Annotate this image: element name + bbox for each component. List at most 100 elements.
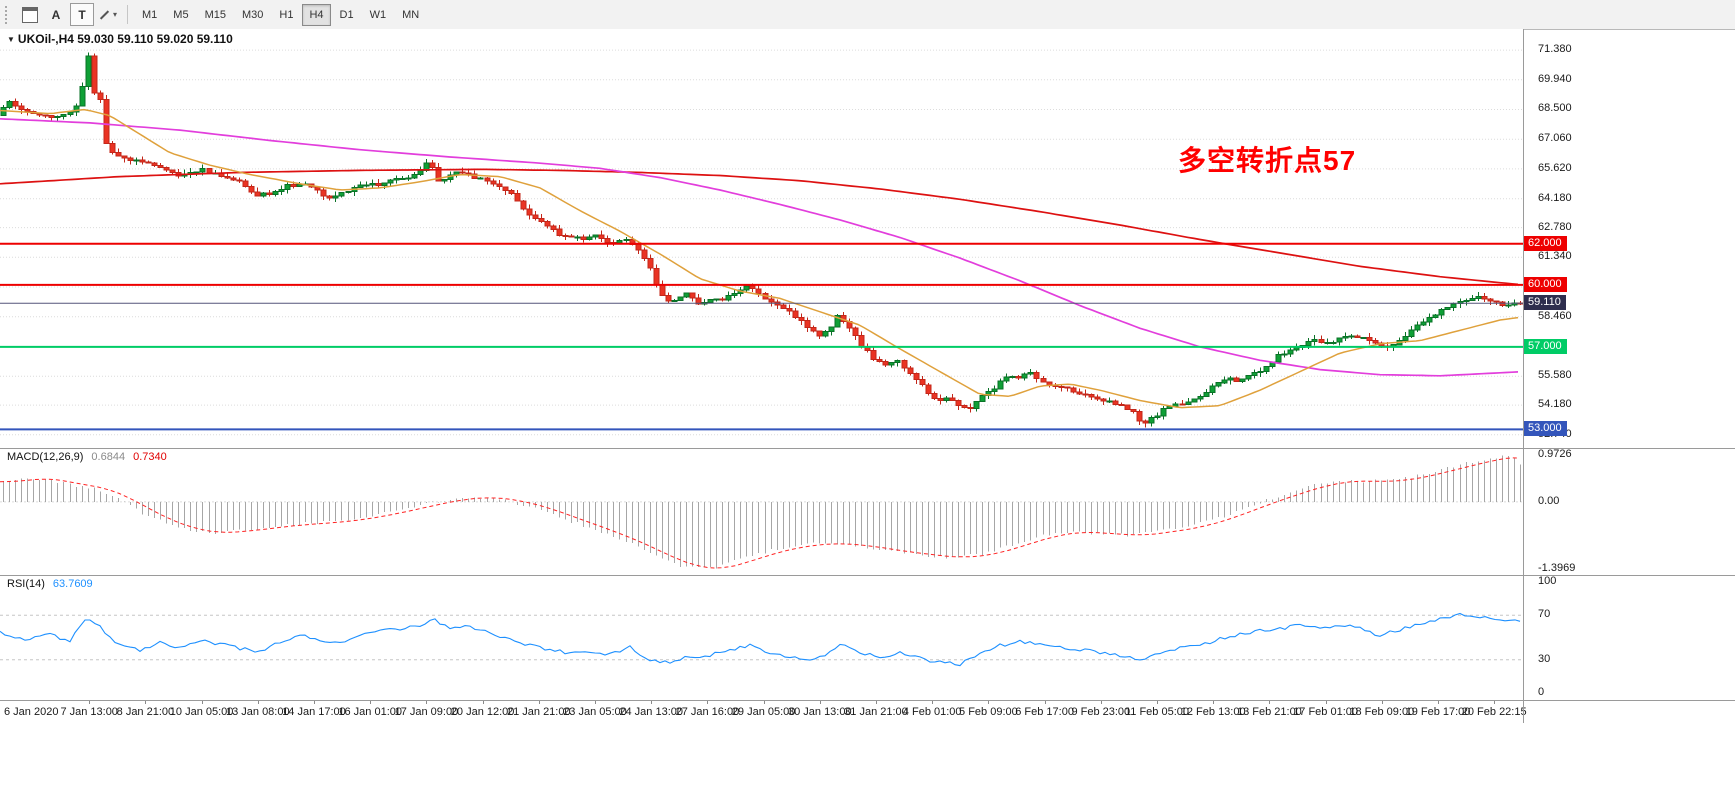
time-axis-tick <box>1438 700 1439 704</box>
macd-axis: 0.9726 0.00 -1.3969 <box>1524 448 1734 575</box>
timeframe-button-mn[interactable]: MN <box>402 8 420 21</box>
price-plot <box>0 49 1523 436</box>
timeframe-button-m1[interactable]: M1 <box>142 8 158 21</box>
toolbar-grip[interactable] <box>5 5 12 24</box>
hline-price-tag: 62.000 <box>1524 235 1567 251</box>
timeframe-button-m15[interactable]: M15 <box>204 8 226 21</box>
time-axis[interactable]: 6 Jan 2020 7 Jan 13:00 8 Jan 21:00 10 Jan 0… <box>0 700 1735 724</box>
macd-label: MACD(12,26,9) 0.6844 0.7340 <box>7 451 167 463</box>
time-axis-tick <box>257 700 259 704</box>
timeframe-button-w1[interactable]: W1 <box>369 8 387 21</box>
time-axis-tick <box>651 700 653 704</box>
time-axis-tick <box>707 700 709 704</box>
price-axis-label: 54.180 <box>1538 398 1572 411</box>
macd-signal-line <box>0 457 1520 569</box>
time-axis-label: 20 Feb 22:15 <box>1461 706 1527 718</box>
panel-divider[interactable] <box>0 448 1735 449</box>
timeframe-button-h4[interactable]: H4 <box>302 3 331 26</box>
timeframe-button-m5[interactable]: M5 <box>173 8 189 21</box>
price-axis-label: 64.180 <box>1538 191 1572 204</box>
time-axis-border <box>0 700 1735 701</box>
timeframe-button-h1[interactable]: H1 <box>279 8 294 21</box>
current-price-tag: 59.110 <box>1524 295 1566 311</box>
price-axis-label: 62.780 <box>1538 220 1572 233</box>
time-axis-tick <box>819 700 821 704</box>
time-axis-tick <box>1100 700 1102 704</box>
time-axis-label: 11 Feb 05:00 <box>1124 706 1190 718</box>
time-axis-label: 7 Jan 13:00 <box>60 706 118 718</box>
time-axis-label: 13 Jan 08:00 <box>225 706 290 718</box>
time-axis-tick <box>482 700 484 704</box>
drawing-tool-button[interactable]: ▾ <box>96 3 120 26</box>
toolbar-separator <box>127 5 128 24</box>
candlesticks <box>0 52 1523 428</box>
time-axis-label: 17 Jan 09:00 <box>394 706 459 718</box>
price-axis-label: 69.940 <box>1538 72 1572 85</box>
time-axis-tick <box>763 700 765 704</box>
time-axis-label: 10 Jan 05:00 <box>169 706 234 718</box>
time-axis-label: 14 Jan 17:00 <box>282 706 346 718</box>
time-axis-label: 30 Jan 13:00 <box>787 706 852 718</box>
chart-window-button[interactable] <box>18 3 42 26</box>
time-axis-label: 5 Feb 09:00 <box>959 706 1018 718</box>
time-axis-tick <box>876 700 877 704</box>
time-axis-label: 8 Jan 21:00 <box>116 706 175 718</box>
axis-label: -1.3969 <box>1538 562 1576 575</box>
panel-divider[interactable] <box>0 575 1735 576</box>
time-axis-label: 13 Feb 21:00 <box>1236 706 1302 718</box>
macd-panel[interactable]: MACD(12,26,9) 0.6844 0.7340 <box>0 448 1523 575</box>
time-axis-tick <box>1157 700 1158 704</box>
time-axis-tick <box>1213 700 1215 704</box>
price-axis-label: 58.460 <box>1538 309 1572 322</box>
time-axis-tick <box>426 700 428 704</box>
hline-price-tag: 57.000 <box>1524 338 1567 354</box>
text-tool-button[interactable]: T <box>70 3 94 26</box>
time-axis-label: 17 Feb 01:00 <box>1293 706 1359 718</box>
rsi-panel[interactable]: RSI(14) 63.7609 <box>0 575 1523 700</box>
time-axis-label: 18 Feb 09:00 <box>1349 706 1415 718</box>
rsi-plot <box>0 612 1523 667</box>
annotation-text[interactable]: 多空转折点57 <box>1178 145 1357 176</box>
price-axis-label: 68.500 <box>1538 102 1572 115</box>
time-axis-tick <box>1381 700 1383 704</box>
time-axis-tick <box>1494 700 1496 704</box>
time-axis-label: 23 Jan 05:00 <box>563 706 627 718</box>
toolbar: A T ▾ M1 M5 M15 M30 H1 H4 D1 W1 MN <box>0 0 1735 30</box>
macd-main-value: 0.6844 <box>91 451 126 463</box>
price-axis-label: 65.620 <box>1538 161 1572 174</box>
chart-menu-icon[interactable]: ▼ <box>7 35 15 44</box>
time-axis-tick <box>1044 700 1046 704</box>
axis-label: 30 <box>1538 652 1551 665</box>
time-axis-tick <box>1269 700 1271 704</box>
macd-plot <box>0 455 1523 569</box>
time-axis-label: 29 Jan 05:00 <box>731 706 796 718</box>
time-axis-label: 6 Jan 2020 <box>4 706 59 718</box>
axis-label: 0.9726 <box>1538 448 1572 461</box>
axis-label: 0.00 <box>1538 494 1560 507</box>
time-axis-tick <box>89 700 91 704</box>
time-axis-label: 20 Jan 12:00 <box>450 706 515 718</box>
time-axis-label: 12 Feb 13:00 <box>1180 706 1246 718</box>
ma-mid-magenta-line <box>0 117 1519 377</box>
rsi-value: 63.7609 <box>52 578 93 590</box>
timeframe-toolbar: M1 M5 M15 M30 H1 H4 D1 W1 MN <box>134 3 427 26</box>
timeframe-button-m30[interactable]: M30 <box>241 8 264 21</box>
chart-title: ▼ UKOil-,H4 59.030 59.110 59.020 59.110 <box>7 32 233 46</box>
rsi-label: RSI(14) 63.7609 <box>7 578 93 590</box>
time-axis-tick <box>988 700 990 704</box>
price-axis-label: 71.380 <box>1538 43 1572 56</box>
rsi-name: RSI(14) <box>7 578 45 590</box>
cursor-tool-button[interactable]: A <box>51 7 61 22</box>
time-axis-label: 19 Feb 17:00 <box>1405 706 1471 718</box>
price-axis-label: 67.060 <box>1538 132 1572 145</box>
timeframe-button-d1[interactable]: D1 <box>339 8 354 21</box>
main-chart-panel[interactable]: ▼ UKOil-,H4 59.030 59.110 59.020 59.110 多… <box>0 29 1523 448</box>
time-axis-label: 6 Feb 17:00 <box>1015 706 1074 718</box>
time-axis-label: 31 Jan 21:00 <box>844 706 908 718</box>
macd-signal-value: 0.7340 <box>133 451 167 463</box>
axis-label: 100 <box>1538 574 1557 587</box>
chevron-down-icon: ▾ <box>112 10 117 19</box>
hline-price-tag: 53.000 <box>1524 421 1567 437</box>
time-axis-label: 21 Jan 21:00 <box>506 706 571 718</box>
macd-histogram <box>3 455 1521 569</box>
